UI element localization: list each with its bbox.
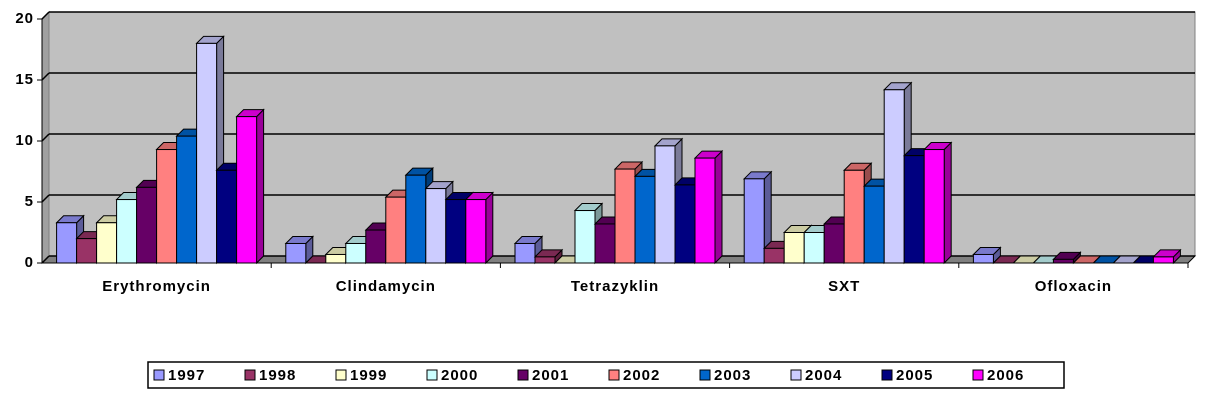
legend-swatch: [335, 369, 347, 381]
bar: [236, 116, 258, 264]
bar: [783, 232, 805, 264]
legend-swatch: [608, 369, 620, 381]
legend-label: 2004: [805, 367, 842, 384]
y-tick-label: 0: [25, 254, 34, 271]
legend-swatch: [972, 369, 984, 381]
bar: [614, 168, 636, 264]
bar: [345, 242, 367, 264]
legend-swatch: [244, 369, 256, 381]
legend-label: 2001: [532, 367, 569, 384]
bar: [803, 232, 825, 264]
bar-side: [943, 141, 952, 265]
bar: [1052, 258, 1074, 264]
bar-side: [714, 149, 723, 265]
bar: [923, 149, 945, 264]
bar: [365, 229, 387, 264]
x-tick-label: Tetrazyklin: [571, 278, 659, 295]
legend-label: 1999: [350, 367, 387, 384]
bar: [196, 42, 218, 264]
bar: [903, 155, 925, 264]
bar: [405, 174, 427, 264]
x-tick-label: Erythromycin: [102, 278, 211, 295]
bar: [285, 242, 307, 264]
grid-line-diagonal: [41, 11, 50, 20]
grid-line-diagonal: [41, 72, 50, 81]
y-tick-label: 15: [15, 71, 34, 88]
bar: [425, 188, 447, 264]
legend-swatch: [517, 369, 529, 381]
grid-line-diagonal: [41, 194, 50, 203]
bar: [116, 199, 138, 264]
grid-line-diagonal: [41, 133, 50, 142]
legend-swatch: [426, 369, 438, 381]
legend-label: 1998: [259, 367, 296, 384]
bar: [763, 247, 785, 264]
bar: [216, 169, 238, 264]
bar: [594, 223, 616, 264]
bar: [863, 185, 885, 264]
legend-label: 2003: [714, 367, 751, 384]
bar: [96, 222, 118, 264]
bar: [514, 242, 536, 264]
y-tick-label: 5: [25, 193, 34, 210]
legend-label: 1997: [168, 367, 205, 384]
legend-swatch: [153, 369, 165, 381]
bar: [843, 169, 865, 264]
bar: [534, 256, 556, 264]
legend-label: 2000: [441, 367, 478, 384]
bar-side: [485, 191, 494, 265]
bar: [972, 253, 994, 264]
legend-label: 2002: [623, 367, 660, 384]
bar: [674, 184, 696, 264]
bar: [743, 178, 765, 264]
legend-box: [147, 361, 1065, 389]
x-tick-label: Ofloxacin: [1035, 278, 1112, 295]
x-tick-label: SXT: [828, 278, 860, 295]
bar-side: [256, 108, 265, 265]
bar: [465, 199, 487, 264]
bar: [1152, 256, 1174, 264]
bar: [385, 196, 407, 264]
bar: [883, 89, 905, 264]
bar: [823, 223, 845, 264]
bar: [176, 135, 198, 264]
grid-line-diagonal: [41, 255, 50, 264]
legend-label: 2006: [987, 367, 1024, 384]
bar: [136, 186, 158, 264]
y-tick-label: 20: [15, 10, 34, 27]
bar: [156, 149, 178, 264]
x-tick-label: Clindamycin: [336, 278, 436, 295]
legend-swatch: [699, 369, 711, 381]
bar: [325, 253, 347, 264]
bar: [445, 199, 467, 264]
bar: [574, 210, 596, 264]
bar: [654, 145, 676, 264]
legend-label: 2005: [896, 367, 933, 384]
bar: [634, 175, 656, 264]
bar: [76, 238, 98, 264]
legend-swatch: [881, 369, 893, 381]
bar: [694, 157, 716, 264]
y-tick-label: 10: [15, 132, 34, 149]
legend-swatch: [790, 369, 802, 381]
bar: [56, 222, 78, 264]
